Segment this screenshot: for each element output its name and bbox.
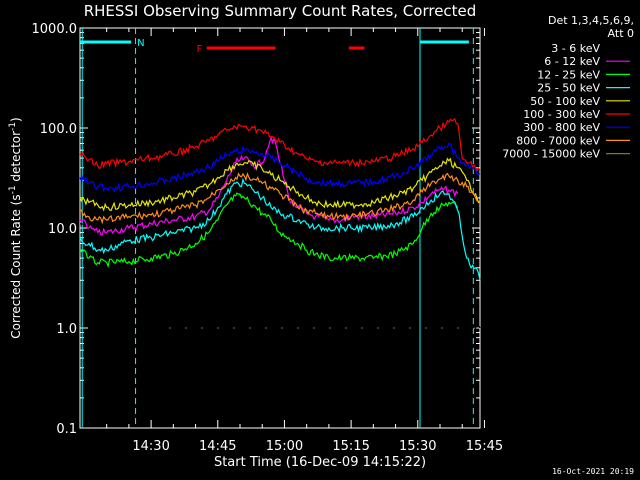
legend-entry-label: 300 - 800 keV [523,121,600,134]
interval-markers [81,28,474,428]
flag-label: F [197,44,203,55]
legend-title-line-1: Det 1,3,4,5,6,9, [548,14,634,27]
y-tick-label: 0.1 [56,422,77,437]
legend-entry-label: 25 - 50 keV [537,82,600,95]
x-tick-label: 15:30 [399,439,436,454]
legend-entry-label: 12 - 25 keV [537,68,600,81]
legend-entry-label: 100 - 300 keV [523,108,600,121]
flag-bars: NF [80,38,469,55]
x-tick-label: 15:15 [332,439,369,454]
series-line-5 [79,117,481,172]
x-tick-label: 15:00 [266,439,303,454]
y-tick-label: 1.0 [56,322,77,337]
x-tick-label: 15:45 [466,439,503,454]
legend-entry-label: 800 - 7000 keV [516,134,600,147]
series-lines [79,117,481,329]
legend-title-line-2: Att 0 [608,27,634,40]
series-line-1 [79,135,459,236]
series-line-3 [79,177,481,281]
y-axis-label: Corrected Count Rate (s-1 detector-1) [8,117,23,338]
x-tick-label: 14:30 [132,439,169,454]
series-line-0 [79,152,481,329]
x-axis-label: Start Time (16-Dec-09 14:15:22) [214,455,426,470]
x-axis: 14:30 14:45 15:00 15:15 15:30 15:45 [106,28,503,454]
y-tick-label: 10.0 [48,222,77,237]
y-tick-label: 100.0 [40,122,77,137]
chart-title: RHESSI Observing Summary Count Rates, Co… [84,2,477,20]
legend-entry-label: 50 - 100 keV [530,95,600,108]
x-tick-label: 14:45 [199,439,236,454]
flag-label: N [137,38,144,49]
footer-timestamp: 16-Oct-2021 20:19 [552,467,634,476]
series-line-4 [79,157,480,212]
legend-entry-label: 3 - 6 keV [551,42,600,55]
series-line-7 [79,172,481,225]
series-line-2 [79,192,459,269]
legend-entry-label: 6 - 12 keV [544,55,600,68]
legend-entry-label: 7000 - 15000 keV [502,148,600,161]
series-line-6 [79,142,481,193]
y-tick-label: 1000.0 [32,22,78,37]
y-axis: 1000.0 100.0 10.0 1.0 0.1 [32,22,480,437]
